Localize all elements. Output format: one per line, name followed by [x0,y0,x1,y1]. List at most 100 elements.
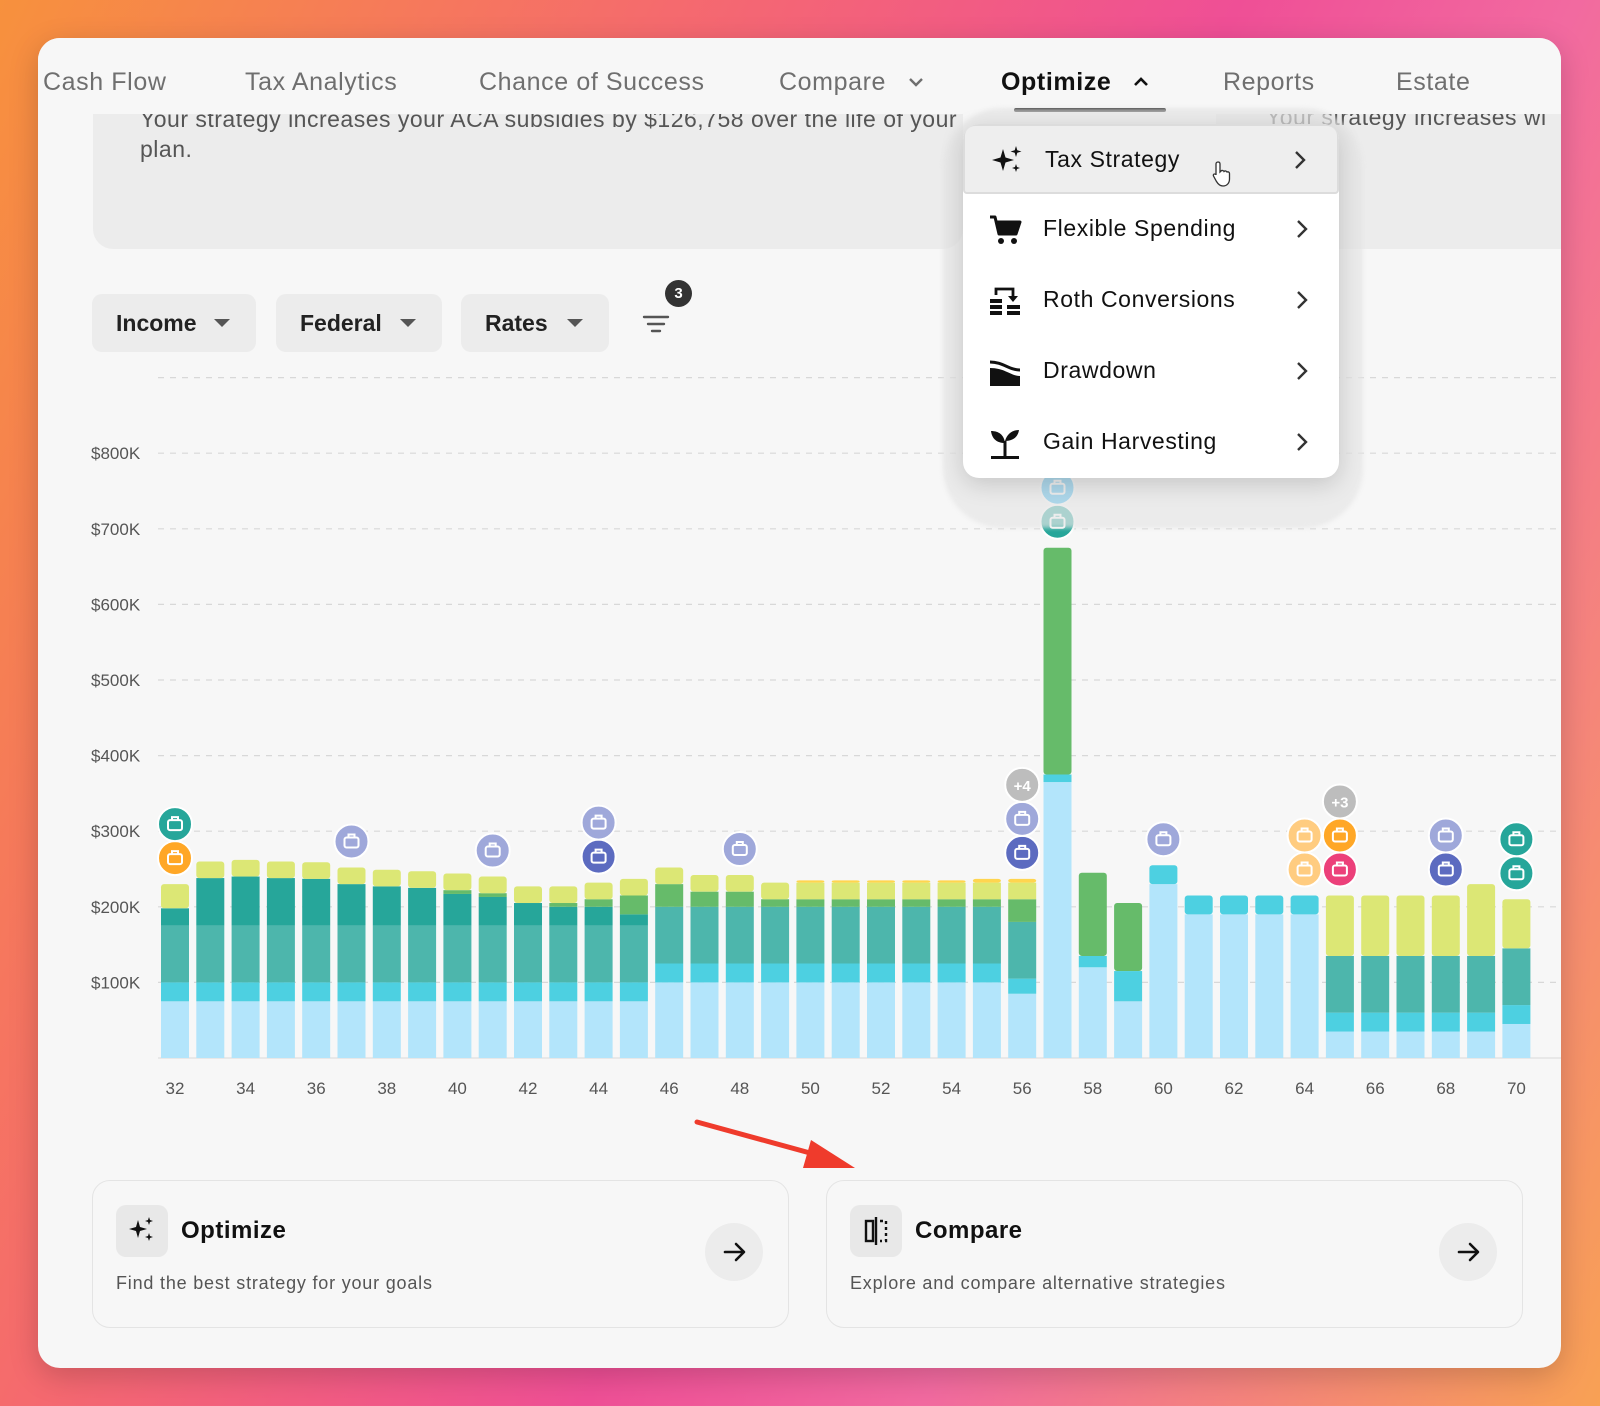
chevron-right-icon [1297,362,1308,380]
menu-item-gain-harvesting[interactable]: Gain Harvesting [963,408,1339,478]
bar-stack [619,878,648,1058]
bar-segment [302,925,331,983]
bar-segment [302,982,331,1002]
bar-segment [902,899,931,907]
bar-segment [796,899,825,907]
bar-segment [231,1001,260,1058]
tab-estate[interactable]: Estate [1396,68,1471,96]
bar-segment [266,982,295,1002]
bar-segment [161,1001,189,1058]
x-tick-label: 44 [589,1079,608,1098]
menu-item-label: Gain Harvesting [1043,428,1217,454]
filter-icon[interactable] [636,304,676,344]
bar-segment [761,963,790,983]
bar-segment [161,908,189,926]
bar-stack [1220,895,1248,1058]
bar-segment [1467,884,1496,956]
optimize-card[interactable]: Optimize Find the best strategy for your… [92,1180,789,1328]
bar-stack [408,871,437,1058]
bar-segment [1114,971,1143,1002]
bar-segment [1467,955,1496,1013]
tab-optimize[interactable]: Optimize [1001,68,1149,97]
x-tick-label: 50 [801,1079,820,1098]
bar-segment [972,899,1001,907]
top-nav: Cash Flow Tax Analytics Chance of Succes… [38,38,1561,114]
bar-segment [1008,878,1037,883]
bar-segment [1008,882,1037,900]
y-tick-label: $300K [91,822,141,841]
bar-segment [1361,895,1390,956]
rates-filter[interactable]: Rates [461,294,609,352]
menu-item-tax-strategy[interactable]: Tax Strategy [963,124,1339,194]
bar-segment [655,982,684,1058]
bar-stack [1255,895,1284,1058]
chart-events: +4 +3 [157,469,1535,892]
bar-segment [937,882,966,900]
arrow-right-icon[interactable] [705,1223,763,1281]
bar-segment [1008,921,1037,979]
bar-segment [1467,1012,1496,1032]
bar-segment [302,878,331,926]
bar-stack [1431,895,1460,1058]
bar-segment [549,906,578,926]
caret-down-icon [400,319,416,327]
bar-segment [902,880,931,883]
bar-segment [937,906,966,964]
tab-reports[interactable]: Reports [1223,68,1315,96]
bar-stack [231,859,260,1058]
bar-segment [408,982,437,1002]
bar-segment [831,963,860,983]
bar-segment [478,893,507,897]
income-filter[interactable]: Income [92,294,256,352]
bar-segment [725,875,754,892]
bar-segment [337,1001,366,1058]
bar-segment [867,880,895,883]
tab-compare[interactable]: Compare [779,68,924,97]
compare-card[interactable]: Compare Explore and compare alternative … [826,1180,1523,1328]
bar-segment [1502,948,1531,1006]
x-tick-label: 32 [166,1079,185,1098]
bar-segment [761,982,790,1058]
x-tick-label: 66 [1366,1079,1385,1098]
card-title: Compare [915,1217,1023,1244]
menu-item-drawdown[interactable]: Drawdown [963,337,1339,407]
x-tick-label: 40 [448,1079,467,1098]
bar-segment [972,963,1001,983]
bar-segment [937,963,966,983]
bar-segment [266,1001,295,1058]
menu-item-flexible-spending[interactable]: Flexible Spending [963,195,1339,265]
menu-item-roth-conversions[interactable]: Roth Conversions [963,266,1339,336]
bar-segment [266,878,295,926]
tab-chance-of-success[interactable]: Chance of Success [479,68,705,96]
bar-segment [231,876,260,926]
bar-segment [408,1001,437,1058]
bar-segment [478,896,507,926]
bar-segment [761,882,790,900]
bar-stack [1043,547,1072,1058]
bar-segment [725,891,754,907]
bar-stack [478,876,507,1058]
menu-item-label: Flexible Spending [1043,215,1237,241]
bar-stack [655,867,684,1058]
caret-down-icon [214,319,230,327]
bar-segment [266,861,295,879]
bar-segment [690,982,719,1058]
bar-segment [1008,978,1037,994]
y-tick-label: $500K [91,671,141,690]
arrow-right-icon[interactable] [1439,1223,1497,1281]
bar-stack [266,861,295,1058]
tab-cash-flow[interactable]: Cash Flow [43,68,167,96]
tab-tax-analytics[interactable]: Tax Analytics [245,68,398,96]
beach-icon [157,840,193,877]
income-chart: +4 +3 $100K $200K $300K $400K $500K $600K $700K… [91,377,1561,1098]
x-tick-label: 58 [1083,1079,1102,1098]
bar-segment [655,963,684,983]
federal-filter[interactable]: Federal [276,294,442,352]
bar-segment [478,925,507,983]
briefcase-icon [333,823,370,860]
bar-segment [796,880,825,883]
bar-segment [1431,895,1460,956]
bar-segment [1431,1031,1460,1058]
y-tick-label: $700K [91,520,141,539]
bar-segment [549,1001,578,1058]
